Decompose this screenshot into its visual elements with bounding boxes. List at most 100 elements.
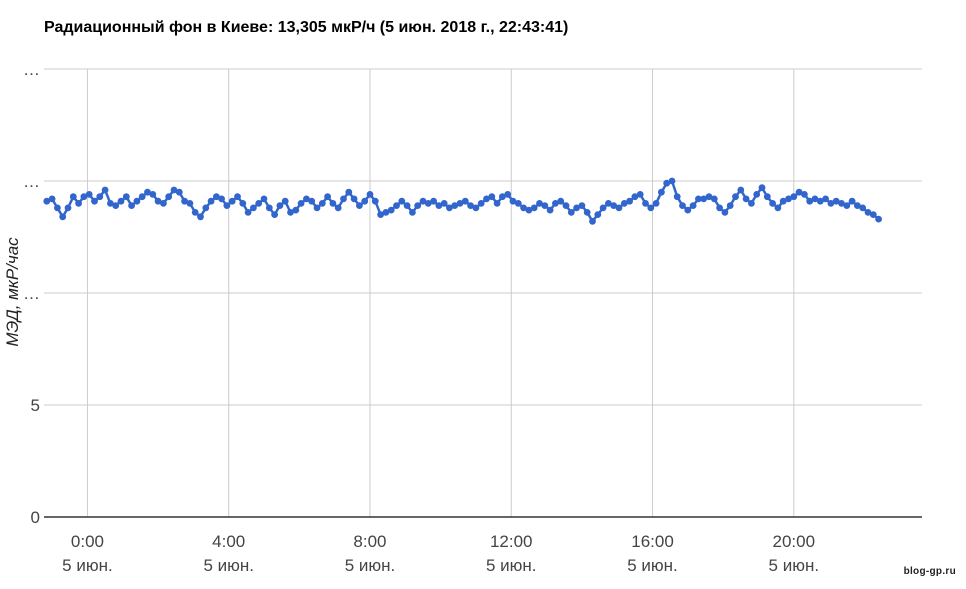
data-point [636, 191, 644, 198]
data-point [499, 193, 506, 201]
data-point [329, 200, 337, 207]
x-tick-label-date: 5 июн. [486, 556, 537, 575]
x-tick-label-date: 5 июн. [203, 556, 254, 575]
data-point [779, 197, 787, 205]
data-point [610, 202, 618, 210]
y-tick-label: … [23, 60, 40, 79]
data-point [202, 204, 210, 212]
data-point [451, 202, 459, 210]
data-point [647, 204, 655, 212]
x-tick-label-time: 12:00 [490, 532, 533, 551]
x-tick-label-time: 16:00 [631, 532, 674, 551]
data-point [668, 177, 676, 185]
data-point [255, 200, 263, 207]
data-point [69, 193, 77, 201]
data-point [573, 204, 580, 212]
data-point [371, 197, 379, 205]
data-point [154, 197, 162, 205]
data-point [409, 209, 416, 216]
data-point [308, 197, 316, 205]
data-point [303, 195, 310, 203]
data-point [578, 202, 586, 210]
x-axis-tick-labels: 0:00 5 июн. 4:00 5 июн. 8:00 5 июн. 12:00 5 июн… [62, 532, 819, 575]
data-point [165, 193, 173, 201]
data-point [557, 197, 565, 205]
data-point [197, 213, 204, 221]
data-point [843, 202, 851, 210]
data-point [530, 204, 538, 212]
data-point [658, 188, 665, 196]
data-point [313, 204, 321, 212]
data-point [832, 197, 840, 205]
data-point [626, 197, 633, 205]
y-axis-tick-labels: 05……… [23, 60, 40, 527]
data-point [250, 204, 257, 212]
data-point [96, 193, 104, 201]
data-point [493, 200, 501, 207]
series-line [43, 177, 882, 225]
data-point [64, 204, 72, 212]
data-point [387, 206, 395, 214]
x-tick-label-date: 5 июн. [769, 556, 820, 575]
data-point [101, 186, 109, 194]
data-point [345, 188, 353, 196]
data-point [393, 202, 400, 210]
data-point [356, 202, 363, 210]
data-point [446, 204, 453, 212]
data-point [710, 195, 718, 203]
data-point [472, 204, 480, 212]
data-point [520, 204, 527, 212]
data-point [239, 200, 247, 207]
data-point [700, 195, 708, 203]
data-point [546, 206, 554, 214]
data-point [318, 200, 326, 207]
data-point [54, 204, 61, 212]
data-point [822, 195, 829, 203]
data-point [732, 193, 739, 201]
data-point [80, 193, 88, 201]
x-tick-label-time: 8:00 [353, 532, 386, 551]
data-point [769, 200, 776, 207]
data-point [541, 202, 549, 210]
data-point [477, 200, 485, 207]
data-point [149, 191, 157, 198]
data-point [716, 204, 723, 212]
data-point [361, 197, 369, 205]
data-point [684, 206, 692, 214]
data-point [85, 191, 93, 198]
data-point [642, 200, 649, 207]
data-point [737, 186, 745, 194]
data-point [689, 202, 697, 210]
x-tick-label-time: 20:00 [773, 532, 816, 551]
data-point [223, 202, 231, 210]
data-point [244, 209, 252, 216]
x-tick-label-date: 5 июн. [627, 556, 678, 575]
data-point [340, 195, 347, 203]
data-point [536, 200, 543, 207]
data-point [504, 191, 512, 198]
data-point [276, 202, 284, 210]
y-tick-label: … [23, 172, 40, 191]
data-point [854, 202, 861, 210]
data-point [509, 197, 517, 205]
data-point [795, 188, 803, 196]
data-point [652, 200, 660, 207]
data-point [790, 193, 798, 201]
data-point [726, 202, 734, 210]
data-point [562, 202, 570, 210]
y-tick-label: … [23, 284, 40, 303]
data-point [859, 204, 867, 212]
data-point [758, 184, 766, 192]
data-point [292, 206, 300, 214]
data-point [91, 197, 98, 205]
data-point [382, 209, 390, 216]
data-point [377, 211, 384, 219]
data-point [218, 195, 226, 203]
x-tick-label-date: 5 июн. [345, 556, 396, 575]
data-point [59, 213, 67, 221]
data-point [281, 197, 289, 205]
data-point [848, 197, 856, 205]
data-point [435, 202, 443, 210]
data-point [117, 197, 125, 205]
data-point [811, 195, 819, 203]
